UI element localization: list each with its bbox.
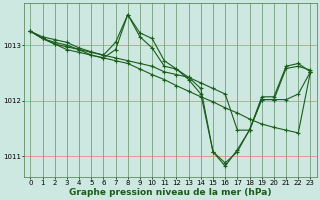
X-axis label: Graphe pression niveau de la mer (hPa): Graphe pression niveau de la mer (hPa) <box>69 188 272 197</box>
